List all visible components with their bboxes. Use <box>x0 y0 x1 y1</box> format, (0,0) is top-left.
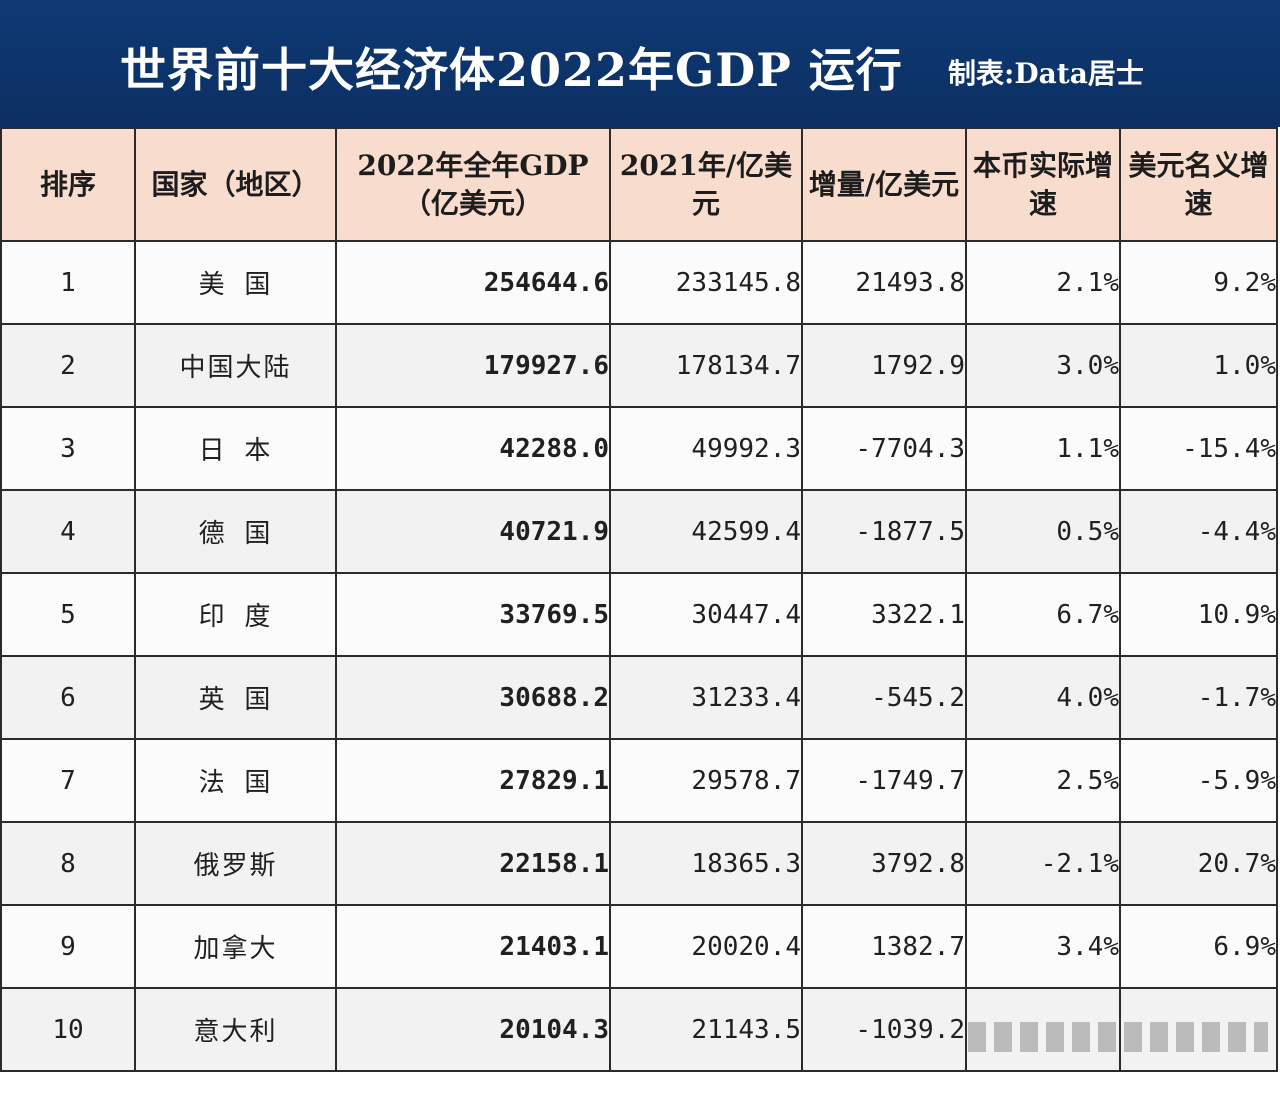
cell-real-growth: 3.0% <box>965 323 1121 408</box>
cell-gdp-2021: 49992.3 <box>609 406 803 491</box>
cell-nominal-growth: -1.7% <box>1119 655 1278 740</box>
cell-real-growth: 2.1% <box>965 240 1121 325</box>
cell-increase: 3792.8 <box>801 821 967 906</box>
cell-gdp-2021: 31233.4 <box>609 655 803 740</box>
table-row: 9 加拿大 21403.1 20020.4 1382.7 3.4% 6.9% <box>0 904 1278 989</box>
cell-gdp-2022: 179927.6 <box>335 323 611 408</box>
cell-country: 德 国 <box>134 489 337 574</box>
table-title: 世界前十大经济体2022年GDP 运行 <box>120 43 903 97</box>
watermark-overlay <box>968 1022 1268 1052</box>
cell-increase: -1749.7 <box>801 738 967 823</box>
cell-nominal-growth: 6.9% <box>1119 904 1278 989</box>
gdp-table: 排序 国家（地区） 2022年全年GDP（亿美元） 2021年/亿美元 增量/亿… <box>0 127 1278 1072</box>
cell-gdp-2022: 22158.1 <box>335 821 611 906</box>
cell-gdp-2022: 30688.2 <box>335 655 611 740</box>
cell-gdp-2021: 233145.8 <box>609 240 803 325</box>
cell-country: 俄罗斯 <box>134 821 337 906</box>
cell-gdp-2021: 18365.3 <box>609 821 803 906</box>
header-gdp-2021: 2021年/亿美元 <box>609 127 803 242</box>
cell-gdp-2021: 21143.5 <box>609 987 803 1072</box>
header-increase: 增量/亿美元 <box>801 127 967 242</box>
header-country: 国家（地区） <box>134 127 337 242</box>
cell-increase: 1382.7 <box>801 904 967 989</box>
cell-rank: 10 <box>0 987 136 1072</box>
cell-gdp-2021: 29578.7 <box>609 738 803 823</box>
cell-rank: 4 <box>0 489 136 574</box>
cell-rank: 9 <box>0 904 136 989</box>
cell-gdp-2021: 178134.7 <box>609 323 803 408</box>
cell-increase: -545.2 <box>801 655 967 740</box>
cell-gdp-2021: 20020.4 <box>609 904 803 989</box>
cell-nominal-growth: 9.2% <box>1119 240 1278 325</box>
cell-country: 英 国 <box>134 655 337 740</box>
cell-increase: 21493.8 <box>801 240 967 325</box>
cell-increase: 1792.9 <box>801 323 967 408</box>
cell-gdp-2022: 20104.3 <box>335 987 611 1072</box>
cell-nominal-growth <box>1119 987 1278 1072</box>
table-credit: 制表:Data居士 <box>948 57 1144 90</box>
cell-nominal-growth: 1.0% <box>1119 323 1278 408</box>
cell-rank: 6 <box>0 655 136 740</box>
cell-rank: 8 <box>0 821 136 906</box>
cell-real-growth: 2.5% <box>965 738 1121 823</box>
header-gdp-2022: 2022年全年GDP（亿美元） <box>335 127 611 242</box>
cell-gdp-2022: 42288.0 <box>335 406 611 491</box>
cell-country: 意大利 <box>134 987 337 1072</box>
cell-nominal-growth: -15.4% <box>1119 406 1278 491</box>
cell-gdp-2022: 33769.5 <box>335 572 611 657</box>
cell-country: 日 本 <box>134 406 337 491</box>
cell-nominal-growth: -4.4% <box>1119 489 1278 574</box>
title-banner: 世界前十大经济体2022年GDP 运行 制表:Data居士 <box>0 0 1280 127</box>
cell-gdp-2022: 40721.9 <box>335 489 611 574</box>
cell-nominal-growth: 20.7% <box>1119 821 1278 906</box>
cell-real-growth: -2.1% <box>965 821 1121 906</box>
cell-gdp-2022: 21403.1 <box>335 904 611 989</box>
cell-rank: 3 <box>0 406 136 491</box>
table-row: 2 中国大陆 179927.6 178134.7 1792.9 3.0% 1.0% <box>0 323 1278 408</box>
cell-rank: 2 <box>0 323 136 408</box>
cell-nominal-growth: 10.9% <box>1119 572 1278 657</box>
cell-real-growth: 1.1% <box>965 406 1121 491</box>
header-real-growth: 本币实际增速 <box>965 127 1121 242</box>
cell-gdp-2022: 254644.6 <box>335 240 611 325</box>
cell-nominal-growth: -5.9% <box>1119 738 1278 823</box>
cell-rank: 1 <box>0 240 136 325</box>
cell-increase: -7704.3 <box>801 406 967 491</box>
cell-rank: 7 <box>0 738 136 823</box>
table-row: 8 俄罗斯 22158.1 18365.3 3792.8 -2.1% 20.7% <box>0 821 1278 906</box>
cell-country: 美 国 <box>134 240 337 325</box>
cell-real-growth: 6.7% <box>965 572 1121 657</box>
cell-country: 印 度 <box>134 572 337 657</box>
cell-real-growth: 0.5% <box>965 489 1121 574</box>
cell-gdp-2021: 42599.4 <box>609 489 803 574</box>
cell-gdp-2022: 27829.1 <box>335 738 611 823</box>
header-nominal-growth: 美元名义增速 <box>1119 127 1278 242</box>
cell-real-growth <box>965 987 1121 1072</box>
cell-country: 法 国 <box>134 738 337 823</box>
cell-increase: 3322.1 <box>801 572 967 657</box>
cell-increase: -1039.2 <box>801 987 967 1072</box>
cell-country: 加拿大 <box>134 904 337 989</box>
cell-real-growth: 4.0% <box>965 655 1121 740</box>
cell-rank: 5 <box>0 572 136 657</box>
header-row: 排序 国家（地区） 2022年全年GDP（亿美元） 2021年/亿美元 增量/亿… <box>0 127 1278 242</box>
cell-gdp-2021: 30447.4 <box>609 572 803 657</box>
cell-real-growth: 3.4% <box>965 904 1121 989</box>
cell-increase: -1877.5 <box>801 489 967 574</box>
table-row: 10 意大利 20104.3 21143.5 -1039.2 <box>0 987 1278 1072</box>
header-rank: 排序 <box>0 127 136 242</box>
cell-country: 中国大陆 <box>134 323 337 408</box>
